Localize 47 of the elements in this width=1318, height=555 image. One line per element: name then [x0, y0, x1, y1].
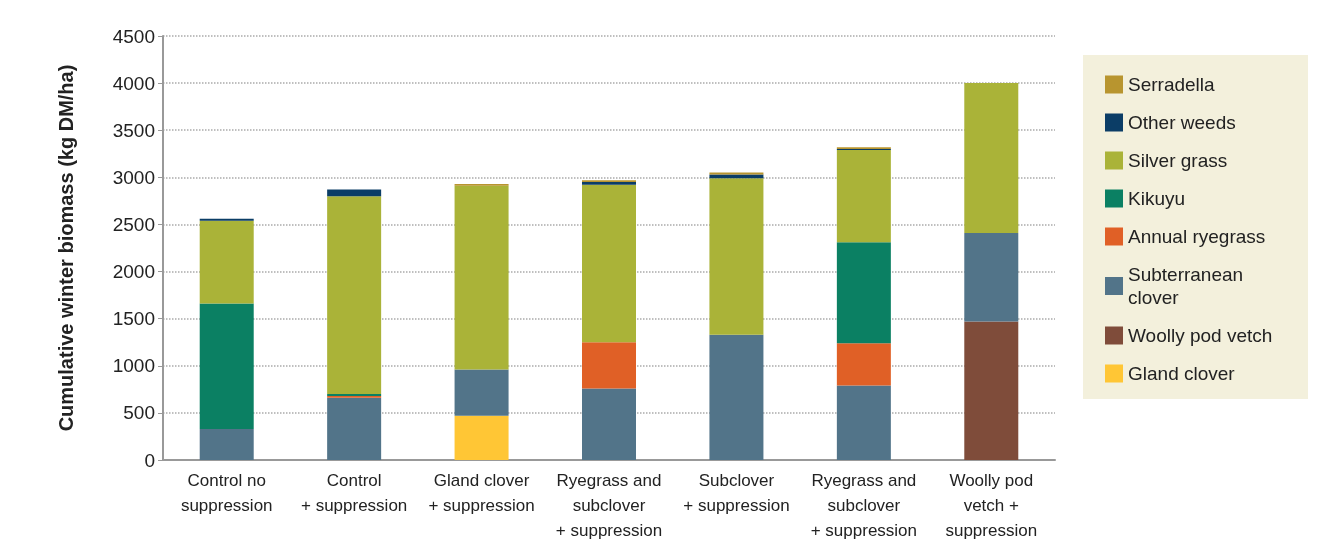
bar	[582, 184, 636, 343]
legend-label: Serradella	[1128, 74, 1216, 95]
bar	[327, 397, 382, 460]
legend-label: Other weeds	[1128, 112, 1236, 133]
bar	[836, 150, 891, 243]
bar	[836, 242, 891, 344]
x-tick-label: Control + suppression	[300, 471, 408, 515]
bar	[327, 189, 382, 197]
y-tick-label: 2000	[112, 261, 155, 283]
bar	[709, 178, 764, 335]
y-tick-label: 3000	[112, 166, 155, 188]
y-tick-label: 3500	[112, 119, 155, 141]
y-tick-label: 0	[144, 449, 155, 471]
bar	[199, 303, 254, 429]
x-tick-label: Control no suppression	[180, 471, 273, 515]
bar	[454, 415, 509, 460]
x-tick-label: Ryegrass and subclover + suppression	[555, 471, 663, 540]
x-tick-label: Woolly pod vetch + suppression	[945, 471, 1038, 540]
bar	[199, 428, 254, 460]
bar	[836, 385, 891, 460]
bar	[964, 232, 1019, 322]
y-tick-label: 2500	[112, 213, 155, 235]
legend-label: Subterranean clover	[1128, 264, 1249, 308]
y-tick-label: 1000	[112, 355, 155, 377]
y-axis-title: Cumulative winter biomass (kg DM/ha)	[55, 64, 77, 432]
bar	[327, 196, 382, 395]
legend-label: Woolly pod vetch	[1128, 325, 1273, 346]
y-tick-label: 4000	[112, 72, 155, 94]
bar	[454, 185, 509, 370]
x-tick-label: Subclover + suppression	[683, 471, 790, 515]
legend-label: Silver grass	[1128, 150, 1228, 171]
bar	[964, 321, 1019, 460]
bar	[709, 334, 764, 460]
y-tick-label: 1500	[112, 308, 155, 330]
bar	[582, 388, 636, 460]
bar	[964, 83, 1019, 233]
bar	[454, 369, 509, 416]
x-tick-label: Gland clover + suppression	[428, 471, 535, 515]
y-tick-label: 4500	[112, 25, 155, 47]
bar	[582, 342, 636, 389]
legend-label: Kikuyu	[1128, 188, 1186, 209]
y-tick-label: 500	[123, 402, 155, 424]
bar	[836, 343, 891, 386]
x-tick-label: Ryegrass and subclover + suppression	[810, 471, 918, 540]
bar	[199, 220, 254, 304]
legend-label: Gland clover	[1128, 363, 1236, 384]
legend-label: Annual ryegrass	[1128, 226, 1266, 247]
